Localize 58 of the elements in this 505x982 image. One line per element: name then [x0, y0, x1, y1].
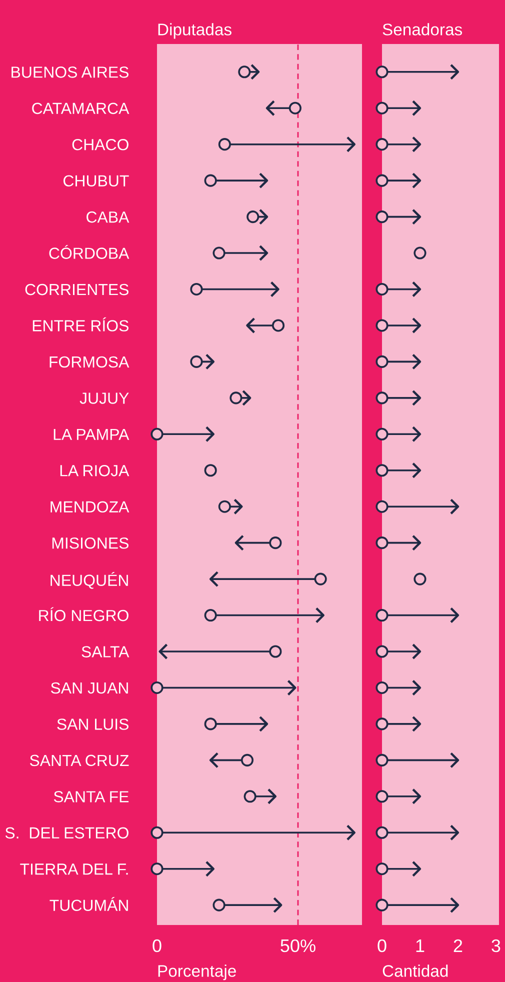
point [190, 282, 203, 296]
point [204, 174, 217, 187]
y-tick-label: LA RIOJA [60, 465, 130, 476]
y-tick-label: JUJUY [80, 392, 129, 404]
y-tick-label: S. DEL ESTERO [5, 827, 128, 839]
x-tick-label: 2 [454, 939, 462, 952]
y-tick-label: FORMOSA [50, 356, 130, 368]
y-tick-label: SAN JUAN [50, 682, 128, 694]
y-tick-label: CHUBUT [63, 175, 129, 187]
point [150, 681, 164, 694]
y-tick-label: SANTA FE [54, 791, 129, 802]
y-tick-label: NEUQUÉN [50, 572, 128, 589]
x-tick-label: 0 [378, 939, 386, 952]
point [272, 319, 285, 332]
point [269, 536, 282, 550]
point [244, 790, 256, 803]
y-tick-label: CATAMARCA [32, 102, 130, 114]
point [150, 862, 164, 876]
point [230, 392, 242, 404]
point [204, 464, 217, 477]
point [246, 210, 260, 224]
y-tick-label: SAN LUIS [57, 718, 128, 730]
y-tick-label: TUCUMÁN [50, 897, 128, 912]
point [212, 246, 226, 260]
y-tick-label: CABA [86, 211, 130, 223]
y-tick-label: TIERRA DEL F. [20, 864, 128, 875]
y-tick-label: LA PAMPA [54, 428, 130, 440]
y-tick-label: SANTA CRUZ [30, 754, 129, 766]
point [269, 645, 282, 658]
point [288, 102, 302, 114]
y-tick-label: SALTA [82, 646, 130, 658]
point [212, 898, 226, 912]
point [204, 608, 217, 622]
x-axis-title: Cantidad [382, 964, 448, 977]
y-tick-label: CORRIENTES [25, 284, 128, 296]
x-tick-label: 50% [280, 939, 316, 952]
x-tick-label: 0 [152, 939, 162, 952]
point [314, 572, 327, 586]
point [218, 500, 231, 513]
y-tick-label: RÍO NEGRO [39, 607, 128, 622]
y-tick-label: MISIONES [52, 537, 128, 549]
chart-title: Diputadas [158, 23, 232, 39]
y-tick-label: MENDOZA [50, 501, 130, 513]
point [240, 754, 254, 766]
point [238, 66, 251, 78]
y-tick-label: CHACO [72, 138, 128, 150]
x-tick-label: 3 [492, 939, 500, 952]
y-tick-label: ENTRE RÍOS [32, 317, 128, 332]
x-axis-title: Porcentaje [158, 964, 236, 980]
point [150, 826, 164, 839]
point [204, 718, 217, 730]
chart-title: Senadoras [382, 23, 462, 36]
point [190, 355, 203, 368]
point [150, 428, 164, 440]
y-tick-label: BUENOS AIRES [12, 66, 128, 78]
y-tick-label: CÓRDOBA [49, 244, 130, 259]
x-tick-label: 1 [416, 940, 424, 952]
point [218, 138, 231, 151]
